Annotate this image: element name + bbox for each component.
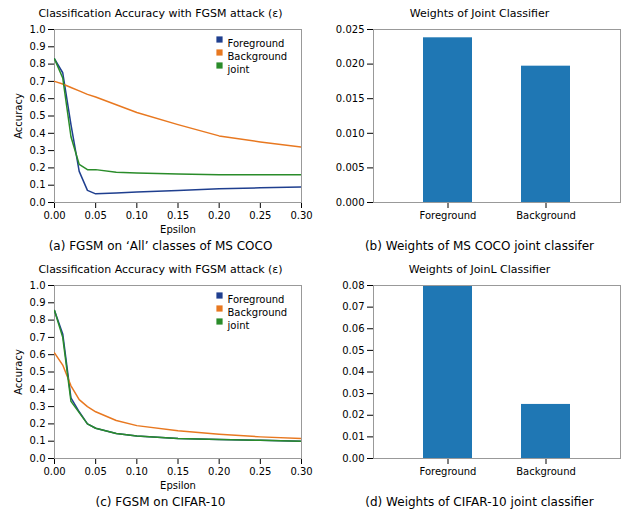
svg-text:0.010: 0.010	[336, 128, 365, 139]
svg-text:Foreground: Foreground	[420, 466, 477, 477]
svg-text:0.01: 0.01	[342, 431, 364, 442]
svg-text:0.15: 0.15	[167, 210, 189, 221]
svg-text:Background: Background	[516, 466, 576, 477]
html-text:(c) FGSM on CIFAR-10: (c) FGSM on CIFAR-10	[95, 495, 226, 509]
svg-text:0.25: 0.25	[249, 466, 271, 477]
svg-text:Background: Background	[228, 307, 288, 318]
svg-text:0.30: 0.30	[290, 466, 312, 477]
html-text:Classification Accuracy with F: Classification Accuracy with FGSM attack…	[38, 7, 283, 20]
svg-text:0.4: 0.4	[30, 384, 46, 395]
svg-text:0.4: 0.4	[30, 128, 46, 139]
svg-text:Epsilon: Epsilon	[160, 224, 196, 235]
html-text:(d) Weights of CIFAR-10 joint: (d) Weights of CIFAR-10 joint classifier	[365, 495, 594, 509]
svg-text:0.3: 0.3	[30, 145, 46, 156]
svg-text:Accuracy: Accuracy	[13, 93, 24, 139]
svg-text:1.0: 1.0	[30, 280, 46, 291]
svg-text:0.9: 0.9	[30, 297, 46, 308]
html-text:(b) Weights of MS COCO joint c: (b) Weights of MS COCO joint classifer	[364, 239, 594, 253]
svg-text:Foreground: Foreground	[420, 210, 477, 221]
svg-text:0.015: 0.015	[336, 93, 365, 104]
svg-text:0.5: 0.5	[30, 366, 46, 377]
svg-text:0.5: 0.5	[30, 110, 46, 121]
svg-text:joint: joint	[227, 64, 250, 75]
svg-text:Epsilon: Epsilon	[160, 480, 196, 491]
svg-text:0.30: 0.30	[290, 210, 312, 221]
svg-text:0.05: 0.05	[85, 210, 107, 221]
svg-text:0.025: 0.025	[336, 24, 365, 35]
svg-text:0.10: 0.10	[126, 210, 148, 221]
svg-text:0.05: 0.05	[342, 345, 364, 356]
svg-text:Accuracy: Accuracy	[13, 349, 24, 395]
svg-text:0.03: 0.03	[342, 388, 364, 399]
svg-text:0.06: 0.06	[342, 323, 364, 334]
svg-text:0.6: 0.6	[30, 349, 46, 360]
svg-text:0.000: 0.000	[336, 197, 365, 208]
svg-text:0.20: 0.20	[208, 466, 230, 477]
svg-text:0.1: 0.1	[30, 435, 46, 446]
svg-text:0.2: 0.2	[30, 162, 46, 173]
svg-text:0.00: 0.00	[43, 210, 65, 221]
html-text:Weights of Joint Classifier: Weights of Joint Classifier	[409, 7, 550, 20]
svg-text:0.08: 0.08	[342, 280, 364, 291]
svg-text:0.3: 0.3	[30, 401, 46, 412]
svg-text:0.05: 0.05	[85, 466, 107, 477]
svg-text:0.04: 0.04	[342, 366, 364, 377]
svg-text:0.7: 0.7	[30, 76, 46, 87]
svg-text:0.020: 0.020	[336, 58, 365, 69]
svg-text:Background: Background	[228, 51, 288, 62]
html-text:Weights of JoinL Classifier: Weights of JoinL Classifier	[408, 263, 551, 276]
svg-text:0.005: 0.005	[336, 162, 365, 173]
svg-text:0.7: 0.7	[30, 332, 46, 343]
svg-text:Foreground: Foreground	[228, 294, 285, 305]
svg-text:0.6: 0.6	[30, 93, 46, 104]
svg-text:0.00: 0.00	[43, 466, 65, 477]
svg-text:0.07: 0.07	[342, 301, 364, 312]
svg-text:0.0: 0.0	[30, 197, 46, 208]
svg-text:0.2: 0.2	[30, 418, 46, 429]
html-text:Classification Accuracy with F: Classification Accuracy with FGSM attack…	[38, 263, 283, 276]
svg-text:0.1: 0.1	[30, 179, 46, 190]
svg-text:1.0: 1.0	[30, 24, 46, 35]
svg-text:0.15: 0.15	[167, 466, 189, 477]
svg-text:0.00: 0.00	[342, 453, 364, 464]
svg-text:0.20: 0.20	[208, 210, 230, 221]
svg-text:Foreground: Foreground	[228, 38, 285, 49]
svg-text:0.8: 0.8	[30, 58, 46, 69]
svg-text:0.25: 0.25	[249, 210, 271, 221]
svg-text:0.9: 0.9	[30, 41, 46, 52]
svg-text:joint: joint	[227, 320, 250, 331]
svg-text:Background: Background	[516, 210, 576, 221]
svg-text:0.10: 0.10	[126, 466, 148, 477]
svg-text:0.8: 0.8	[30, 314, 46, 325]
svg-text:0.0: 0.0	[30, 453, 46, 464]
svg-text:0.02: 0.02	[342, 409, 364, 420]
html-text:(a) FGSM on ‘All’ classes of M: (a) FGSM on ‘All’ classes of MS COCO	[48, 239, 273, 253]
